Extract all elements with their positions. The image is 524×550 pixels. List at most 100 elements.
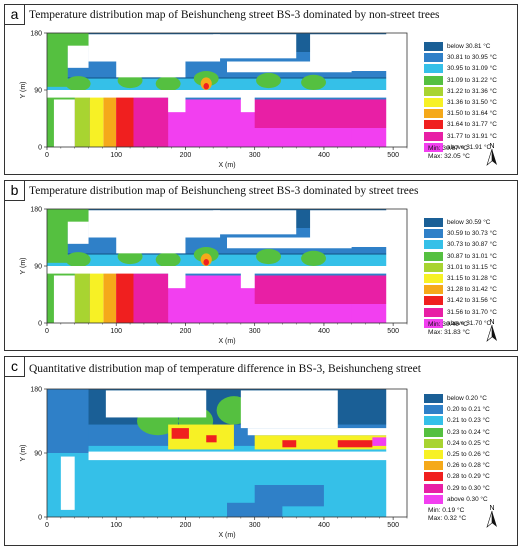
building [105, 390, 207, 418]
map-cell [254, 99, 407, 128]
x-tick-label: 200 [180, 328, 192, 335]
legend-entry: below 30.59 °C [424, 217, 516, 228]
x-tick-label: 500 [387, 152, 399, 159]
legend-entry: above 0.30 °C [424, 494, 516, 505]
map-cell [206, 435, 217, 443]
map-cell [372, 437, 394, 446]
building [67, 45, 89, 68]
legend: below 30.81 °C 30.81 to 30.95 °C 30.95 to … [424, 41, 516, 153]
legend-swatch [424, 240, 443, 250]
legend-entry: 0.29 to 0.30 °C [424, 483, 516, 494]
legend-entry: 31.01 to 31.15 °C [424, 262, 516, 273]
building [213, 210, 297, 235]
x-tick-label: 100 [110, 522, 122, 529]
legend-label: below 0.20 °C [447, 395, 487, 403]
legend-entry: 0.25 to 0.26 °C [424, 449, 516, 460]
legend-swatch [424, 296, 443, 306]
legend-entry: 31.77 to 31.91 °C [424, 131, 516, 142]
legend-entry: 31.42 to 31.56 °C [424, 295, 516, 306]
legend-swatch [424, 416, 443, 426]
building [116, 61, 186, 78]
legend-swatch [424, 42, 443, 52]
building [240, 90, 255, 113]
building [227, 61, 352, 73]
y-tick-label: 0 [38, 321, 42, 328]
panel-a: a Temperature distribution map of Beishu… [4, 4, 518, 175]
tree-canopy [301, 74, 326, 90]
building [386, 389, 407, 517]
x-tick-label: 500 [387, 522, 399, 529]
building [213, 34, 297, 59]
map-cell [74, 96, 90, 147]
map-cell [103, 272, 117, 323]
building [247, 428, 394, 436]
legend-swatch [424, 427, 443, 437]
building [88, 34, 221, 62]
road [47, 90, 407, 98]
map-cell [89, 272, 104, 323]
legend-label: 0.25 to 0.26 °C [447, 451, 490, 459]
x-tick-label: 100 [110, 328, 122, 335]
map-cell [47, 254, 407, 266]
legend-entry: 31.28 to 31.42 °C [424, 284, 516, 295]
legend-label: 31.56 to 31.70 °C [447, 308, 497, 316]
x-tick-label: 200 [180, 152, 192, 159]
legend-swatch [424, 461, 443, 471]
tree-canopy [155, 252, 181, 268]
map-cell [47, 389, 89, 453]
building [227, 237, 352, 249]
legend-label: 31.22 to 31.36 °C [447, 87, 497, 95]
legend-label: below 30.59 °C [447, 219, 491, 227]
legend: below 30.59 °C 30.59 to 30.73 °C 30.73 to … [424, 217, 516, 329]
x-tick-label: 300 [249, 328, 261, 335]
tree-canopy [256, 248, 281, 265]
panel-title: Temperature distribution map of Beishunc… [29, 185, 419, 197]
x-tick-label: 200 [180, 522, 192, 529]
tree-canopy [155, 76, 181, 92]
map-cell [254, 485, 324, 507]
panel-letter: b [5, 181, 25, 201]
legend-swatch [424, 109, 443, 119]
y-tick-label: 0 [38, 515, 42, 522]
map-plot: 0 100 200 300 400 500 0 90 180 X (m) Y (m) [20, 387, 408, 539]
x-tick-label: 400 [318, 522, 330, 529]
legend-label: 31.01 to 31.15 °C [447, 263, 497, 271]
legend-swatch [424, 483, 443, 493]
legend-entry: 31.09 to 31.22 °C [424, 75, 516, 86]
north-arrow-icon: N [486, 505, 497, 528]
building [53, 275, 75, 323]
max-value: Max: 31.83 °C [428, 329, 470, 336]
legend-swatch [424, 142, 443, 152]
legend-label: 0.28 to 0.29 °C [447, 473, 490, 481]
legend-label: 0.21 to 0.23 °C [447, 417, 490, 425]
x-axis-label: X (m) [218, 162, 235, 169]
building [60, 456, 75, 510]
panel-title: Quantitative distribution map of tempera… [29, 363, 421, 375]
x-tick-label: 0 [45, 152, 49, 159]
legend-entry: 0.24 to 0.25 °C [424, 438, 516, 449]
x-axis-label: X (m) [218, 338, 235, 345]
map-cell [133, 273, 169, 323]
legend-entry: 31.36 to 31.50 °C [424, 97, 516, 108]
map-cell [133, 97, 169, 147]
map-cell [116, 96, 134, 147]
building [88, 210, 221, 238]
north-label: N [489, 143, 494, 150]
min-value: Min: 0.19 °C [428, 507, 465, 514]
legend-swatch [424, 494, 443, 504]
map-cell [89, 96, 104, 147]
legend-label: 31.36 to 31.50 °C [447, 99, 497, 107]
x-axis-label: X (m) [218, 532, 235, 539]
y-tick-label: 0 [38, 145, 42, 152]
legend-swatch [424, 120, 443, 130]
legend-swatch [424, 131, 443, 141]
legend-label: 31.28 to 31.42 °C [447, 286, 497, 294]
legend-entry: 30.59 to 30.73 °C [424, 228, 516, 239]
max-value: Max: 32.05 °C [428, 153, 470, 160]
min-value: Min: 30.67 °C [428, 145, 469, 152]
legend-swatch [424, 318, 443, 328]
legend-swatch [424, 405, 443, 415]
legend-swatch [424, 274, 443, 284]
legend-label: 30.73 to 30.87 °C [447, 241, 497, 249]
x-tick-label: 400 [318, 152, 330, 159]
